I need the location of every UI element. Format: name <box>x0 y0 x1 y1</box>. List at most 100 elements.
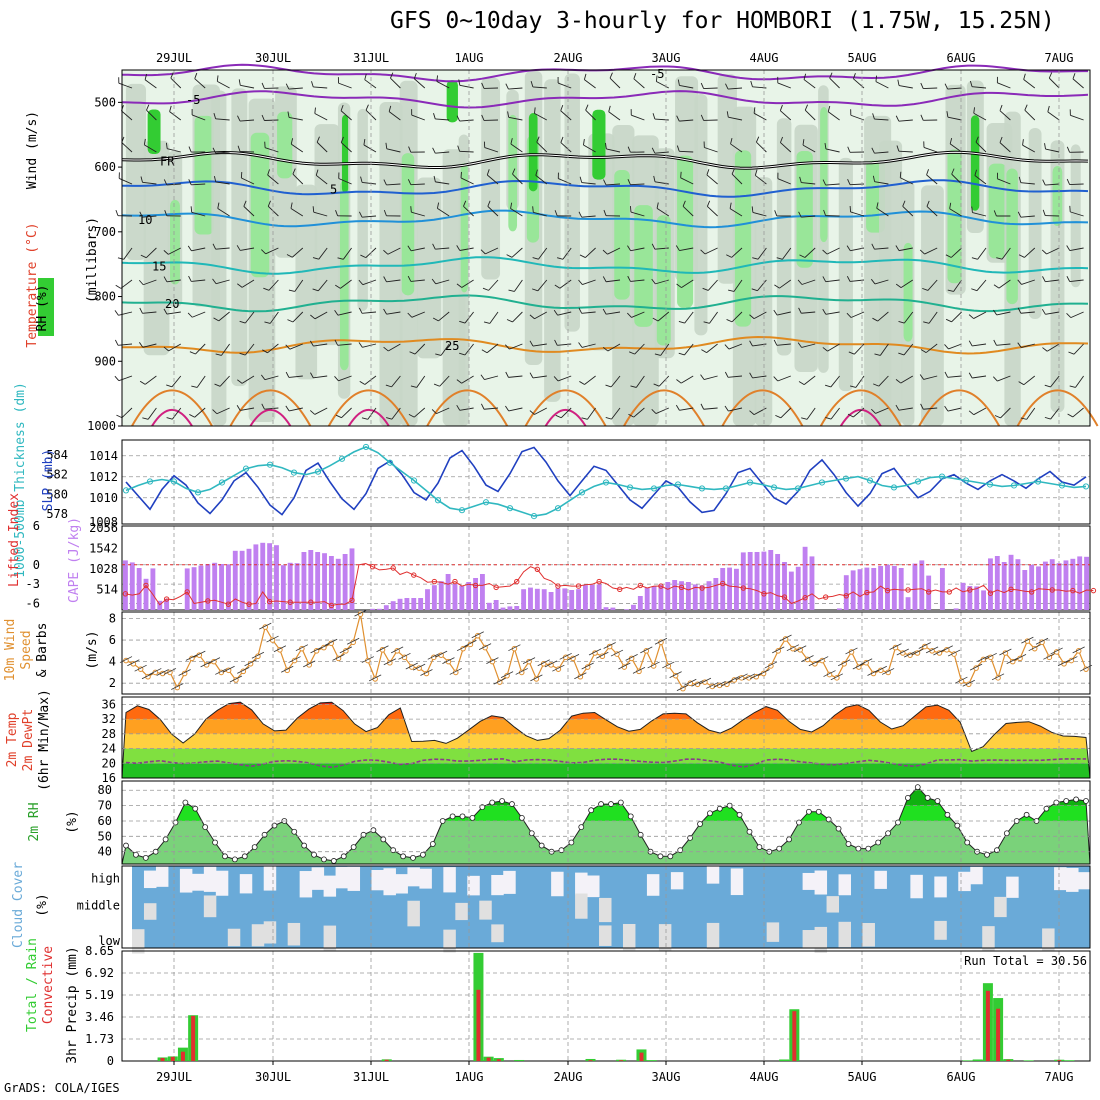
wind-barb <box>217 202 220 209</box>
wind-barb <box>830 407 840 420</box>
wind-barb <box>993 309 998 316</box>
thickness-point <box>650 485 658 492</box>
wind10-barb <box>156 669 169 676</box>
thickness-point <box>938 473 946 480</box>
wind-barb <box>365 104 369 111</box>
wind10-barb <box>794 645 807 653</box>
precip-conv-bar <box>639 1052 644 1061</box>
wind-barb <box>1020 215 1035 218</box>
wind-barb <box>481 114 485 121</box>
cape-bar <box>864 567 870 610</box>
wind-barb <box>700 82 705 89</box>
date-label-top: 2AUG <box>554 51 583 65</box>
wind-barb <box>212 147 217 154</box>
rh-point <box>578 824 585 831</box>
wind-barb <box>754 169 758 176</box>
isotherm-line <box>121 90 1089 109</box>
wind-barb <box>1018 254 1025 258</box>
wind-barb <box>260 374 266 380</box>
wind-barb <box>679 150 694 153</box>
wind-barb <box>215 118 230 121</box>
wind-barb <box>114 310 119 316</box>
wind-barb <box>459 352 466 356</box>
li-point <box>472 582 479 589</box>
cape-bar <box>912 563 918 610</box>
wind-barb <box>776 257 783 260</box>
rh-point <box>805 808 812 815</box>
cloud-cell <box>311 867 325 890</box>
wind-barb <box>898 352 905 356</box>
wind10-barb <box>786 644 800 652</box>
wind-barb <box>583 139 585 146</box>
wind-barb <box>926 169 929 176</box>
wind-barb <box>1048 72 1053 79</box>
cape-bar <box>994 556 1000 610</box>
li-point <box>637 582 644 589</box>
date-label-top: 7AUG <box>1045 51 1074 65</box>
wind-barb <box>386 417 393 420</box>
wind-barb <box>875 75 878 82</box>
wind-barb <box>944 344 949 350</box>
li-point <box>822 594 829 600</box>
rh-point <box>400 853 407 860</box>
cloud-cell <box>203 866 217 892</box>
wind-barb <box>825 148 840 153</box>
thickness-point <box>194 489 202 496</box>
temp-tick-label: 16 <box>102 771 116 785</box>
cape-bar <box>1056 563 1062 610</box>
thickness-tick-label: 584 <box>46 448 68 462</box>
rh-shading-band <box>1070 144 1081 288</box>
rh-shading-band <box>231 88 248 387</box>
cape-bar <box>603 607 609 610</box>
rh-shading-band <box>528 113 538 192</box>
wind10-barb <box>412 663 426 671</box>
wind10-barb <box>764 661 778 669</box>
cloud-cell <box>419 868 432 889</box>
wind-barb <box>870 278 876 285</box>
wind-barb <box>876 207 889 217</box>
wind-barb <box>340 110 352 121</box>
precip-tick-label: 6.92 <box>85 966 114 980</box>
wind10-barb <box>1050 647 1063 655</box>
rh-shading-band <box>677 155 694 308</box>
wind-barb <box>267 200 271 207</box>
wind-barb <box>1023 73 1026 80</box>
wind-barb <box>534 311 548 320</box>
wind-barb <box>213 176 217 183</box>
wind-barb <box>652 317 659 322</box>
cape-bar <box>1001 562 1007 610</box>
thickness-point <box>506 505 514 512</box>
wind10-barb <box>669 671 682 679</box>
rh-point <box>162 836 169 843</box>
cape-bar <box>280 565 286 610</box>
cape-bar <box>383 605 389 610</box>
cape-bar <box>212 562 218 610</box>
wind10-barb <box>193 650 206 658</box>
wind-barb <box>240 247 255 251</box>
wind-barb <box>121 142 133 153</box>
isotherm-label: -5 <box>650 67 664 81</box>
cape-bar <box>397 598 403 610</box>
wind-barb <box>237 145 241 152</box>
rh-point <box>459 813 466 820</box>
rh-shading-band <box>588 133 615 351</box>
wind-barb <box>877 311 889 322</box>
wind-barb <box>138 279 144 286</box>
rh-point <box>756 844 763 850</box>
cape-bar <box>1077 556 1083 610</box>
rh-shading-band <box>734 150 752 327</box>
wind-barb <box>1041 308 1046 315</box>
li-point <box>658 583 664 589</box>
precip-conv-bar <box>1006 1059 1011 1061</box>
wind-barb <box>730 138 733 145</box>
wind-barb <box>510 138 513 145</box>
thickness-point <box>362 443 370 451</box>
cloud-cell <box>455 902 468 921</box>
rh-point <box>697 821 703 827</box>
wind-barb <box>1021 279 1035 285</box>
wind-barb <box>554 339 558 346</box>
wind-barb <box>825 279 840 283</box>
wind-barb <box>267 343 279 354</box>
date-label-bottom: 29JUL <box>156 1070 192 1084</box>
cloud-cell <box>491 924 504 943</box>
